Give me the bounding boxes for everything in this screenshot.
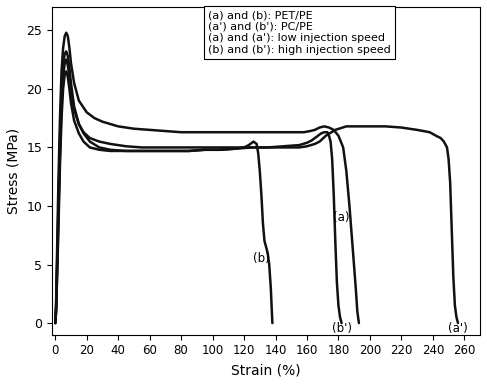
- Text: (b): (b): [253, 252, 270, 265]
- Text: (a): (a): [333, 211, 350, 224]
- Y-axis label: Stress (MPa): Stress (MPa): [7, 128, 21, 214]
- Text: (b'): (b'): [332, 323, 352, 335]
- Text: (a'): (a'): [448, 323, 468, 335]
- X-axis label: Strain (%): Strain (%): [231, 363, 301, 377]
- Text: (a) and (b): PET/PE
(a') and (b'): PC/PE
(a) and (a'): low injection speed
(b) a: (a) and (b): PET/PE (a') and (b'): PC/PE…: [208, 10, 391, 55]
